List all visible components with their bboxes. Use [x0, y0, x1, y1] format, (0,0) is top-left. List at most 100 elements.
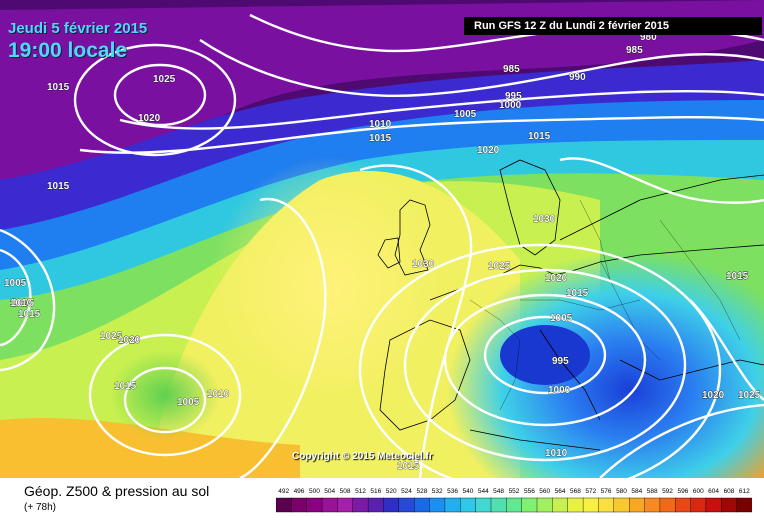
pressure-label: 1020 — [138, 113, 161, 124]
scale-swatch — [599, 498, 615, 512]
pressure-label: 1015 — [18, 309, 41, 320]
color-scale: 492 496 500 504 508 512 516 520 524 528 532 536 540 5… — [276, 486, 752, 518]
scale-tick-label: 548 — [493, 488, 504, 495]
scale-tick-label: 512 — [355, 488, 366, 495]
pressure-label: 1000 — [548, 385, 571, 396]
pressure-label: 1025 — [738, 390, 761, 401]
scale-swatch — [645, 498, 661, 512]
scale-swatch — [414, 498, 430, 512]
pressure-label: 1005 — [177, 397, 200, 408]
weather-map: 980 985 985 990 995 1000 1005 1010 1015 … — [0, 0, 764, 478]
pressure-label: 1005 — [4, 278, 27, 289]
pressure-label: 1005 — [550, 313, 573, 324]
pressure-label: 1025 — [488, 261, 511, 272]
scale-tick-label: 588 — [647, 488, 658, 495]
scale-tick-label: 572 — [585, 488, 596, 495]
legend-subtitle: (+ 78h) — [24, 502, 56, 513]
pressure-label: 1015 — [726, 271, 749, 282]
pressure-label: 1015 — [528, 131, 551, 142]
scale-tick-label: 612 — [739, 488, 750, 495]
scale-tick-label: 576 — [601, 488, 612, 495]
forecast-date: Jeudi 5 février 2015 — [8, 20, 147, 37]
scale-tick-label: 564 — [555, 488, 566, 495]
pressure-label: 1015 — [566, 288, 589, 299]
scale-swatch — [337, 498, 353, 512]
scale-swatch — [430, 498, 446, 512]
scale-swatch — [568, 498, 584, 512]
legend-panel: Géop. Z500 & pression au sol (+ 78h) 492… — [0, 478, 764, 522]
scale-tick-label: 568 — [570, 488, 581, 495]
pressure-label: 1030 — [412, 259, 435, 270]
pressure-label: 1020 — [702, 390, 725, 401]
scale-swatch — [476, 498, 492, 512]
pressure-label: 1015 — [114, 381, 137, 392]
pressure-label: 1025 — [153, 74, 176, 85]
scale-swatch — [368, 498, 384, 512]
scale-swatch — [322, 498, 338, 512]
scale-tick-label: 596 — [677, 488, 688, 495]
scale-swatch — [445, 498, 461, 512]
copyright-text: Copyright © 2015 Meteociel.fr — [292, 451, 433, 462]
scale-tick-label: 508 — [340, 488, 351, 495]
pressure-label: 1015 — [47, 181, 70, 192]
scale-tick-label: 584 — [631, 488, 642, 495]
pressure-label: 1010 — [207, 389, 230, 400]
scale-swatch — [307, 498, 323, 512]
scale-tick-label: 536 — [447, 488, 458, 495]
scale-swatch — [491, 498, 507, 512]
scale-tick-label: 520 — [386, 488, 397, 495]
scale-swatch — [691, 498, 707, 512]
scale-tick-label: 540 — [462, 488, 473, 495]
pressure-label: 985 — [626, 45, 643, 56]
scale-tick-label: 516 — [370, 488, 381, 495]
scale-tick-label: 524 — [401, 488, 412, 495]
scale-swatch — [522, 498, 538, 512]
pressure-label: 1020 — [118, 335, 141, 346]
scale-swatch — [660, 498, 676, 512]
pressure-label: 990 — [569, 72, 586, 83]
forecast-time: 19:00 locale — [8, 39, 127, 63]
pressure-label: 1010 — [369, 119, 392, 130]
scale-tick-label: 532 — [432, 488, 443, 495]
scale-swatch — [276, 498, 292, 512]
scale-swatch — [353, 498, 369, 512]
scale-swatch — [583, 498, 599, 512]
run-info-bar: Run GFS 12 Z du Lundi 2 février 2015 — [464, 17, 762, 35]
low-core — [500, 325, 590, 385]
scale-swatch — [675, 498, 691, 512]
legend-title: Géop. Z500 & pression au sol — [24, 483, 209, 499]
pressure-label: 1000 — [499, 100, 522, 111]
scale-swatch — [614, 498, 630, 512]
pressure-label: 1005 — [454, 109, 477, 120]
scale-tick-label: 504 — [324, 488, 335, 495]
scale-swatch — [706, 498, 722, 512]
pressure-label: 985 — [503, 64, 520, 75]
scale-tick-label: 492 — [278, 488, 289, 495]
scale-swatch — [737, 498, 752, 512]
scale-tick-label: 600 — [693, 488, 704, 495]
scale-swatch — [460, 498, 476, 512]
scale-tick-label: 500 — [309, 488, 320, 495]
scale-tick-label: 496 — [294, 488, 305, 495]
scale-tick-label: 544 — [478, 488, 489, 495]
pressure-label: 995 — [552, 356, 569, 367]
scale-swatch — [506, 498, 522, 512]
pressure-label: 1030 — [533, 214, 556, 225]
scale-swatch — [291, 498, 307, 512]
scale-swatch — [552, 498, 568, 512]
pressure-label: 1015 — [47, 82, 70, 93]
scale-swatch — [721, 498, 737, 512]
pressure-label: 1010 — [545, 448, 568, 459]
pressure-label: 1010 — [10, 298, 33, 309]
scale-tick-label: 560 — [539, 488, 550, 495]
scale-tick-label: 556 — [524, 488, 535, 495]
scale-tick-label: 552 — [509, 488, 520, 495]
scale-swatch — [399, 498, 415, 512]
scale-swatch — [629, 498, 645, 512]
scale-tick-label: 608 — [724, 488, 735, 495]
scale-tick-label: 604 — [708, 488, 719, 495]
pressure-label: 1020 — [477, 145, 500, 156]
scale-tick-label: 592 — [662, 488, 673, 495]
pressure-label: 1020 — [545, 273, 568, 284]
